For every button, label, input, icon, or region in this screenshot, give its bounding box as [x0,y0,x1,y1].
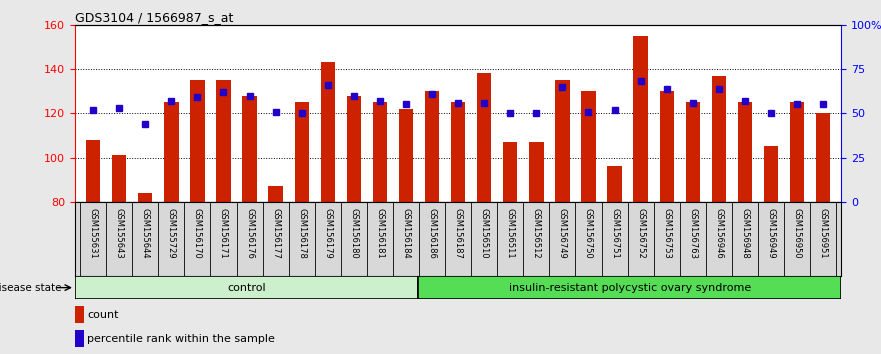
Text: GSM156950: GSM156950 [793,208,802,258]
Text: GSM156751: GSM156751 [610,208,619,258]
Bar [451,102,465,202]
Text: GSM156184: GSM156184 [402,208,411,258]
Text: GSM156949: GSM156949 [766,208,775,258]
Bar [685,102,700,202]
Bar [399,109,413,202]
Bar [86,140,100,202]
Bar [425,91,440,202]
Text: GSM156187: GSM156187 [454,208,463,259]
Text: GSM156170: GSM156170 [193,208,202,258]
Bar [242,96,256,202]
Bar [633,36,648,202]
Text: GSM156512: GSM156512 [532,208,541,258]
Bar [816,113,830,202]
Text: GSM156171: GSM156171 [219,208,228,258]
Text: GSM156181: GSM156181 [375,208,384,258]
FancyBboxPatch shape [418,276,841,299]
Bar [581,91,596,202]
Bar [607,166,622,202]
Bar [321,62,335,202]
Text: GSM156750: GSM156750 [584,208,593,258]
Text: GSM156177: GSM156177 [271,208,280,259]
Text: GSM156511: GSM156511 [506,208,515,258]
Text: GSM156763: GSM156763 [688,208,697,259]
Bar [164,102,179,202]
Bar [373,102,387,202]
FancyBboxPatch shape [75,276,418,299]
Text: GSM156951: GSM156951 [818,208,827,258]
Bar [346,96,361,202]
Text: GSM156186: GSM156186 [427,208,437,259]
Bar [660,91,674,202]
Bar [269,186,283,202]
Bar [294,102,309,202]
Text: GSM155631: GSM155631 [89,208,98,258]
Bar [712,76,726,202]
Bar [477,73,492,202]
Bar [555,80,570,202]
Bar [217,80,231,202]
Bar [190,80,204,202]
Bar [112,155,126,202]
Text: GSM156749: GSM156749 [558,208,566,258]
Text: insulin-resistant polycystic ovary syndrome: insulin-resistant polycystic ovary syndr… [509,282,751,293]
Text: GSM156753: GSM156753 [663,208,671,259]
Text: GSM155729: GSM155729 [167,208,176,258]
Text: GSM156179: GSM156179 [323,208,332,258]
Bar [75,306,84,323]
Text: GSM156946: GSM156946 [714,208,723,258]
Bar [764,147,778,202]
Bar [75,330,84,347]
Text: GSM156510: GSM156510 [479,208,489,258]
Text: control: control [227,282,266,293]
Bar [737,102,752,202]
Text: GSM155643: GSM155643 [115,208,123,258]
Text: count: count [87,310,119,320]
Text: GSM156176: GSM156176 [245,208,254,259]
Bar [529,142,544,202]
Text: GDS3104 / 1566987_s_at: GDS3104 / 1566987_s_at [75,11,233,24]
Text: GSM156948: GSM156948 [740,208,750,258]
Bar [790,102,804,202]
Text: GSM155644: GSM155644 [141,208,150,258]
Text: percentile rank within the sample: percentile rank within the sample [87,333,275,343]
Text: GSM156752: GSM156752 [636,208,645,258]
Bar [503,142,517,202]
Text: disease state: disease state [0,282,62,293]
Text: GSM156178: GSM156178 [297,208,307,259]
Text: GSM156180: GSM156180 [350,208,359,258]
Bar [138,193,152,202]
